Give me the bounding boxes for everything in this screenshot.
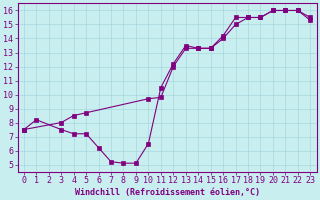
X-axis label: Windchill (Refroidissement éolien,°C): Windchill (Refroidissement éolien,°C)	[75, 188, 260, 197]
